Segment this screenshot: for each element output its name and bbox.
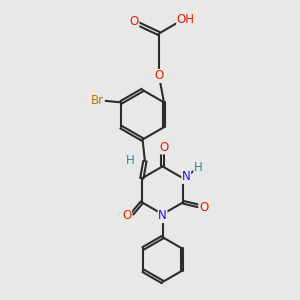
Text: Br: Br bbox=[91, 94, 104, 107]
Text: N: N bbox=[158, 209, 167, 223]
Text: O: O bbox=[122, 209, 131, 223]
Text: H: H bbox=[126, 154, 135, 167]
Text: O: O bbox=[159, 141, 168, 154]
Text: O: O bbox=[130, 15, 139, 28]
Text: H: H bbox=[194, 161, 203, 174]
Text: O: O bbox=[154, 69, 164, 82]
Text: OH: OH bbox=[177, 13, 195, 26]
Text: N: N bbox=[182, 170, 190, 183]
Text: O: O bbox=[199, 200, 208, 214]
